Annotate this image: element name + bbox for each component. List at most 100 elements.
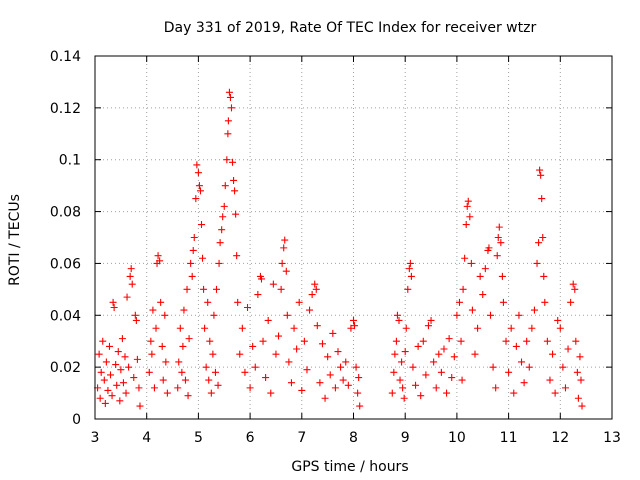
data-point	[313, 322, 321, 330]
data-point	[192, 195, 200, 203]
data-point	[102, 358, 110, 366]
data-point	[518, 358, 526, 366]
data-point	[347, 324, 355, 332]
data-point	[543, 337, 551, 345]
data-point	[193, 161, 201, 169]
data-point	[122, 389, 130, 397]
data-point	[538, 195, 546, 203]
data-point	[399, 384, 407, 392]
data-point	[218, 226, 226, 234]
data-point	[216, 239, 224, 247]
data-point	[224, 130, 232, 138]
data-point	[474, 324, 482, 332]
data-point	[281, 236, 289, 244]
data-point	[183, 285, 191, 293]
data-point	[149, 306, 157, 314]
x-tick-label: 7	[297, 430, 306, 446]
data-point	[254, 291, 262, 299]
data-point	[556, 324, 564, 332]
data-point	[355, 374, 363, 382]
data-point	[221, 182, 229, 190]
data-point	[293, 345, 301, 353]
grid-lines	[95, 56, 612, 419]
data-point	[110, 304, 118, 312]
data-point	[148, 350, 156, 358]
data-point	[459, 285, 467, 293]
data-point	[573, 368, 581, 376]
data-point	[574, 394, 582, 402]
data-point	[185, 335, 193, 343]
data-point	[145, 368, 153, 376]
x-tick-label: 3	[91, 430, 100, 446]
data-point	[468, 306, 476, 314]
data-point	[262, 374, 270, 382]
data-point	[107, 371, 115, 379]
data-point	[131, 311, 139, 319]
data-point	[154, 252, 162, 260]
data-point	[505, 368, 513, 376]
data-point	[201, 324, 209, 332]
data-point	[232, 210, 240, 218]
data-point	[117, 366, 125, 374]
data-point	[220, 202, 228, 210]
data-point	[537, 171, 545, 179]
data-point	[559, 363, 567, 371]
data-point	[462, 221, 470, 229]
data-point	[227, 104, 235, 112]
data-point	[234, 298, 242, 306]
data-point	[198, 221, 206, 229]
data-point	[572, 337, 580, 345]
data-point	[539, 234, 547, 241]
data-point	[406, 259, 414, 267]
data-points	[94, 88, 586, 410]
data-point	[536, 166, 544, 174]
data-point	[184, 392, 192, 400]
data-point	[512, 342, 520, 350]
data-point	[298, 386, 306, 394]
data-point	[238, 324, 246, 332]
data-point	[352, 363, 360, 371]
data-point	[282, 267, 290, 275]
data-point	[502, 337, 510, 345]
data-point	[267, 389, 275, 397]
data-point	[561, 384, 569, 392]
data-point	[510, 389, 518, 397]
data-point	[507, 324, 515, 332]
data-point	[311, 280, 319, 288]
y-tick-label: 0.08	[50, 205, 81, 221]
y-tick-label: 0.1	[59, 153, 81, 169]
data-point	[308, 291, 316, 299]
data-point	[464, 197, 472, 205]
data-point	[219, 213, 227, 221]
data-point	[280, 244, 288, 252]
data-point	[180, 306, 188, 314]
data-point	[515, 311, 523, 319]
data-point	[206, 337, 214, 345]
data-point	[225, 88, 233, 96]
data-point	[337, 363, 345, 371]
data-point	[209, 350, 217, 358]
data-point	[499, 298, 507, 306]
data-point	[176, 324, 184, 332]
data-point	[190, 234, 198, 241]
data-point	[202, 363, 210, 371]
data-point	[493, 252, 501, 260]
data-point	[342, 358, 350, 366]
data-point	[567, 298, 575, 306]
data-point	[419, 337, 427, 345]
data-point	[108, 392, 116, 400]
data-point	[112, 361, 120, 369]
data-point	[535, 239, 543, 247]
data-point	[445, 335, 453, 343]
data-point	[405, 265, 413, 273]
data-point	[161, 311, 169, 319]
data-point	[546, 376, 554, 384]
data-point	[533, 259, 541, 267]
data-point	[324, 353, 332, 361]
y-tick-label: 0.14	[50, 49, 81, 65]
data-point	[119, 379, 127, 387]
data-point	[523, 337, 531, 345]
data-point	[564, 345, 572, 353]
y-axis-label: ROTI / TECUs	[7, 194, 23, 286]
